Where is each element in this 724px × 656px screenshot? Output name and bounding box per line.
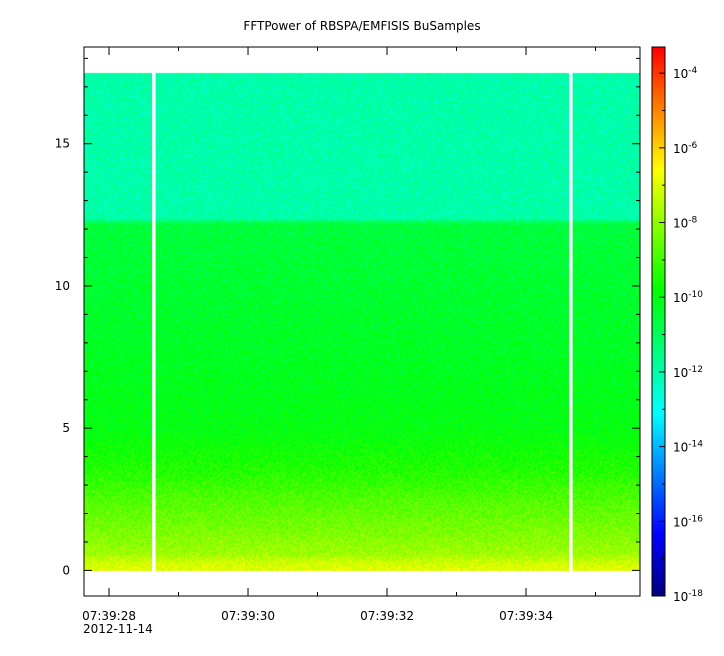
colorbar-axis: 10-4 10-6 10-8 10-10 10-12 10-14 10-16 10-18 bbox=[659, 66, 703, 604]
x-axis-date-label: 2012-11-14 bbox=[83, 622, 153, 636]
x-tick-label: 07:39:30 bbox=[221, 609, 275, 623]
spectrogram-image bbox=[84, 47, 640, 596]
colorbar-tick-label: 10-18 bbox=[673, 589, 703, 604]
y-axis: 0 5 10 15 bbox=[55, 57, 640, 577]
plot-frame bbox=[83, 46, 641, 597]
data-gap-2 bbox=[569, 47, 573, 596]
x-tick-label: 07:39:32 bbox=[360, 609, 414, 623]
x-tick-label: 07:39:34 bbox=[499, 609, 553, 623]
colorbar-tick-label: 10-10 bbox=[673, 290, 703, 305]
data-gap-1 bbox=[152, 47, 156, 596]
colorbar-tick-label: 10-6 bbox=[673, 141, 698, 156]
x-axis: 07:39:28 07:39:30 07:39:32 07:39:34 bbox=[82, 47, 597, 623]
colorbar-tick-label: 10-4 bbox=[673, 66, 698, 81]
colorbar-gradient bbox=[652, 47, 665, 596]
y-tick-label: 0 bbox=[62, 563, 70, 577]
chart-title: FFTPower of RBSPA/EMFISIS BuSamples bbox=[243, 19, 480, 33]
colorbar-tick-label: 10-12 bbox=[673, 365, 703, 380]
x-tick-label: 07:39:28 bbox=[82, 609, 136, 623]
y-tick-label: 15 bbox=[55, 137, 70, 151]
colorbar-frame bbox=[651, 46, 666, 597]
y-tick-label: 5 bbox=[62, 421, 70, 435]
colorbar-tick-label: 10-16 bbox=[673, 514, 703, 529]
colorbar-tick-label: 10-14 bbox=[673, 440, 703, 455]
data-gaps bbox=[152, 47, 573, 596]
colorbar-tick-label: 10-8 bbox=[673, 216, 698, 231]
y-tick-label: 10 bbox=[55, 279, 70, 293]
